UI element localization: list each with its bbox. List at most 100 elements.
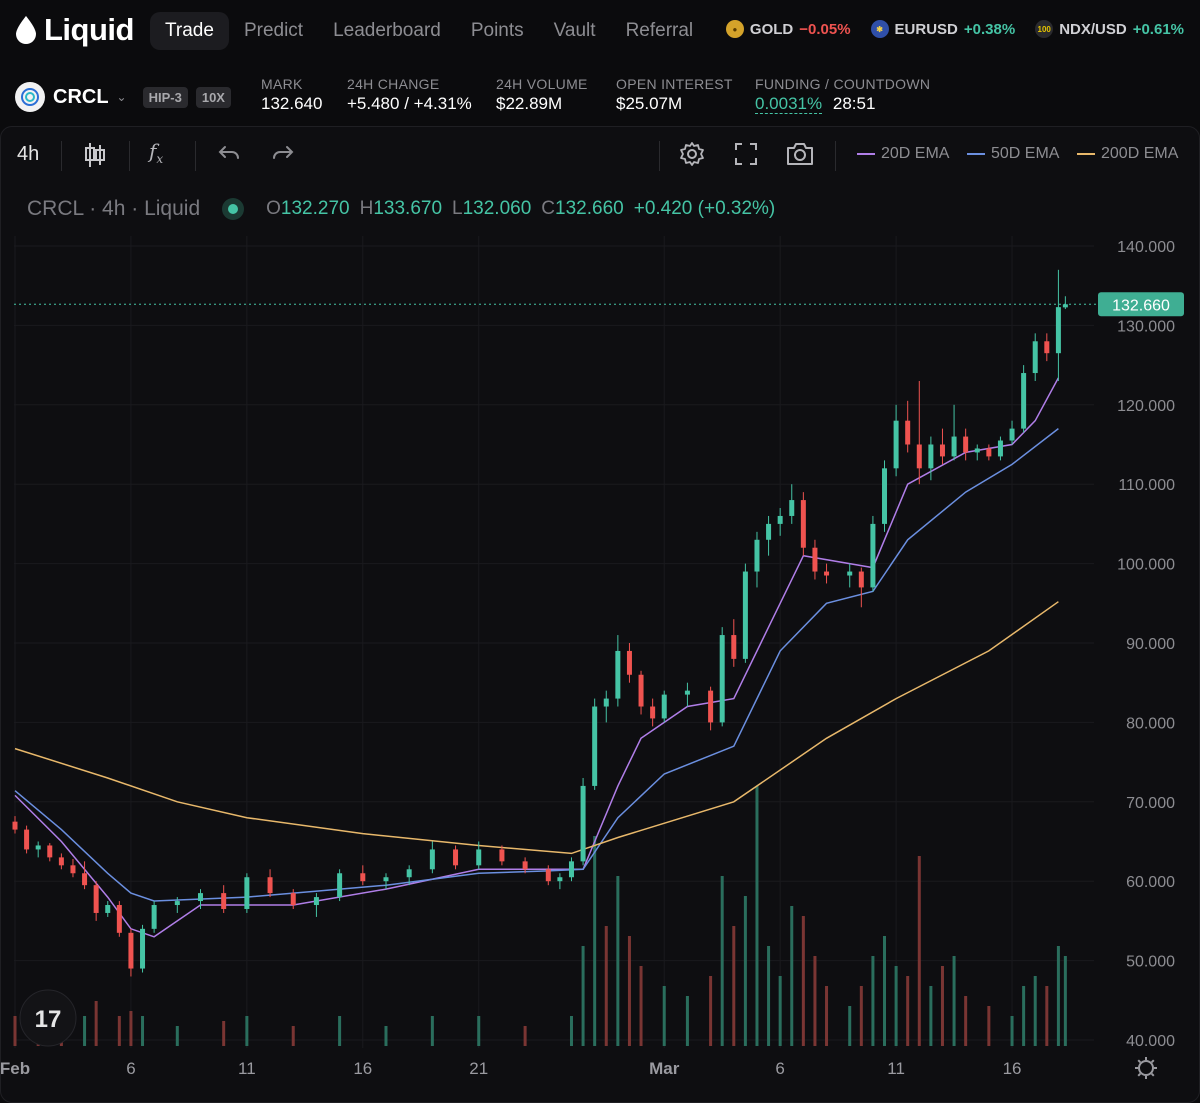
symbol-selector[interactable]: CRCL ⌄ HIP-3 10X bbox=[15, 82, 231, 112]
nav-item-referral[interactable]: Referral bbox=[625, 20, 694, 41]
x-tick-label: Feb bbox=[0, 1059, 30, 1078]
y-tick-label: 40.000 bbox=[1126, 1033, 1175, 1050]
candle-body bbox=[1044, 341, 1050, 354]
volume-bar bbox=[523, 1026, 527, 1046]
chart-title: CRCL · 4h · Liquid bbox=[27, 197, 201, 220]
candle-body bbox=[383, 877, 389, 882]
volume-bar bbox=[13, 1016, 17, 1046]
liquid-drop-icon bbox=[16, 16, 36, 44]
volume-bar bbox=[569, 1016, 573, 1046]
candle-body bbox=[267, 877, 273, 894]
chart-settings-icon[interactable] bbox=[1138, 1060, 1154, 1076]
volume-bar bbox=[477, 1016, 481, 1046]
ticker-change: +0.61% bbox=[1132, 20, 1184, 38]
legend-label: 200D EMA bbox=[1101, 145, 1179, 162]
undo-icon[interactable] bbox=[217, 141, 241, 171]
volume-bar bbox=[1033, 976, 1037, 1046]
stat-label: MARK bbox=[261, 76, 303, 92]
nav-item-points[interactable]: Points bbox=[470, 20, 524, 41]
nav-item-vault[interactable]: Vault bbox=[553, 20, 596, 41]
volume-bar bbox=[732, 926, 736, 1046]
candle-body bbox=[939, 444, 945, 457]
candlestick-icon[interactable] bbox=[83, 141, 107, 175]
y-tick-label: 90.000 bbox=[1126, 636, 1175, 653]
legend-200d-ema: 200D EMA bbox=[1077, 145, 1178, 163]
y-tick-label: 110.000 bbox=[1118, 477, 1175, 494]
volume-bar bbox=[1022, 986, 1026, 1046]
ema-line-200d-ema bbox=[14, 601, 1059, 855]
x-tick-label: 6 bbox=[126, 1059, 135, 1078]
nav-item-trade[interactable]: Trade bbox=[150, 12, 229, 50]
candle-body bbox=[928, 444, 934, 469]
volume-bar bbox=[894, 966, 898, 1046]
candle-body bbox=[650, 706, 656, 719]
ticker-gold[interactable]: ● GOLD −0.05% bbox=[725, 20, 851, 38]
candle-body bbox=[812, 547, 818, 572]
candle-body bbox=[140, 928, 146, 969]
candle-body bbox=[522, 861, 528, 870]
legend-swatch bbox=[857, 153, 875, 155]
volume-bar bbox=[662, 986, 666, 1046]
indicators-icon[interactable]: fx bbox=[149, 139, 164, 166]
candle-body bbox=[963, 436, 969, 453]
nav-item-leaderboard[interactable]: Leaderboard bbox=[333, 20, 441, 41]
nav-item-predict[interactable]: Predict bbox=[243, 20, 304, 41]
x-tick-label: 16 bbox=[353, 1059, 372, 1078]
candle-body bbox=[337, 873, 343, 898]
camera-icon[interactable] bbox=[785, 141, 815, 173]
candle-body bbox=[742, 571, 748, 659]
candle-body bbox=[151, 905, 157, 929]
ticker-ndxusd[interactable]: 100 NDX/USD +0.61% bbox=[1035, 20, 1184, 38]
candle-body bbox=[789, 500, 795, 516]
candle-body bbox=[24, 829, 30, 850]
candle-body bbox=[1062, 304, 1068, 308]
ticker-change: +0.38% bbox=[963, 20, 1016, 38]
funding-rate[interactable]: 0.0031% bbox=[755, 94, 823, 114]
candle-body bbox=[754, 539, 760, 572]
volume-bar bbox=[175, 1026, 179, 1046]
volume-bar bbox=[604, 926, 608, 1046]
candle-body bbox=[615, 650, 621, 699]
stat-label: 24H VOLUME bbox=[496, 76, 588, 92]
volume-bar bbox=[709, 976, 713, 1046]
candle-body bbox=[12, 821, 18, 830]
market-header: CRCL ⌄ HIP-3 10X MARK 132.640 24H CHANGE… bbox=[0, 70, 1200, 126]
stat-mark: MARK 132.640 bbox=[261, 76, 322, 114]
chart-toolbar: 4h fx 20D EMA 50D EMA bbox=[1, 127, 1199, 183]
volume-bar bbox=[616, 876, 620, 1046]
candle-body bbox=[951, 436, 957, 457]
candle-body bbox=[116, 905, 122, 933]
volume-bar bbox=[871, 956, 875, 1046]
candle-body bbox=[986, 448, 992, 457]
volume-bar bbox=[964, 996, 968, 1046]
volume-bar bbox=[917, 856, 921, 1046]
tradingview-logo-text: 17 bbox=[35, 1006, 62, 1033]
settings-icon[interactable] bbox=[678, 140, 706, 174]
fullscreen-icon[interactable] bbox=[734, 142, 758, 172]
logo[interactable]: Liquid bbox=[14, 12, 134, 48]
ohlc-open: O132.270 bbox=[266, 198, 350, 219]
ohlc-low: L132.060 bbox=[452, 198, 532, 219]
candle-body bbox=[708, 690, 714, 723]
candle-body bbox=[557, 877, 563, 882]
stat-label: FUNDING / COUNTDOWN bbox=[755, 76, 931, 92]
ticker-change: −0.05% bbox=[799, 20, 851, 38]
candle-body bbox=[731, 635, 737, 659]
x-tick-label: 11 bbox=[238, 1059, 256, 1078]
candle-body bbox=[824, 571, 830, 576]
top-nav: Liquid Trade Predict Leaderboard Points … bbox=[0, 0, 1200, 64]
y-tick-label: 100.000 bbox=[1117, 557, 1175, 574]
interval-selector[interactable]: 4h bbox=[17, 143, 40, 165]
redo-icon[interactable] bbox=[271, 141, 295, 171]
market-status-icon bbox=[222, 198, 245, 220]
volume-bar bbox=[813, 956, 817, 1046]
candle-body bbox=[453, 849, 459, 866]
candle-body bbox=[476, 849, 482, 866]
volume-bar bbox=[222, 1021, 226, 1046]
ticker-eurusd[interactable]: ✱ EURUSD +0.38% bbox=[870, 20, 1016, 38]
volume-bar bbox=[94, 1001, 98, 1046]
candle-body bbox=[974, 448, 980, 453]
candle-body bbox=[882, 468, 888, 524]
volume-bar bbox=[129, 1011, 133, 1046]
